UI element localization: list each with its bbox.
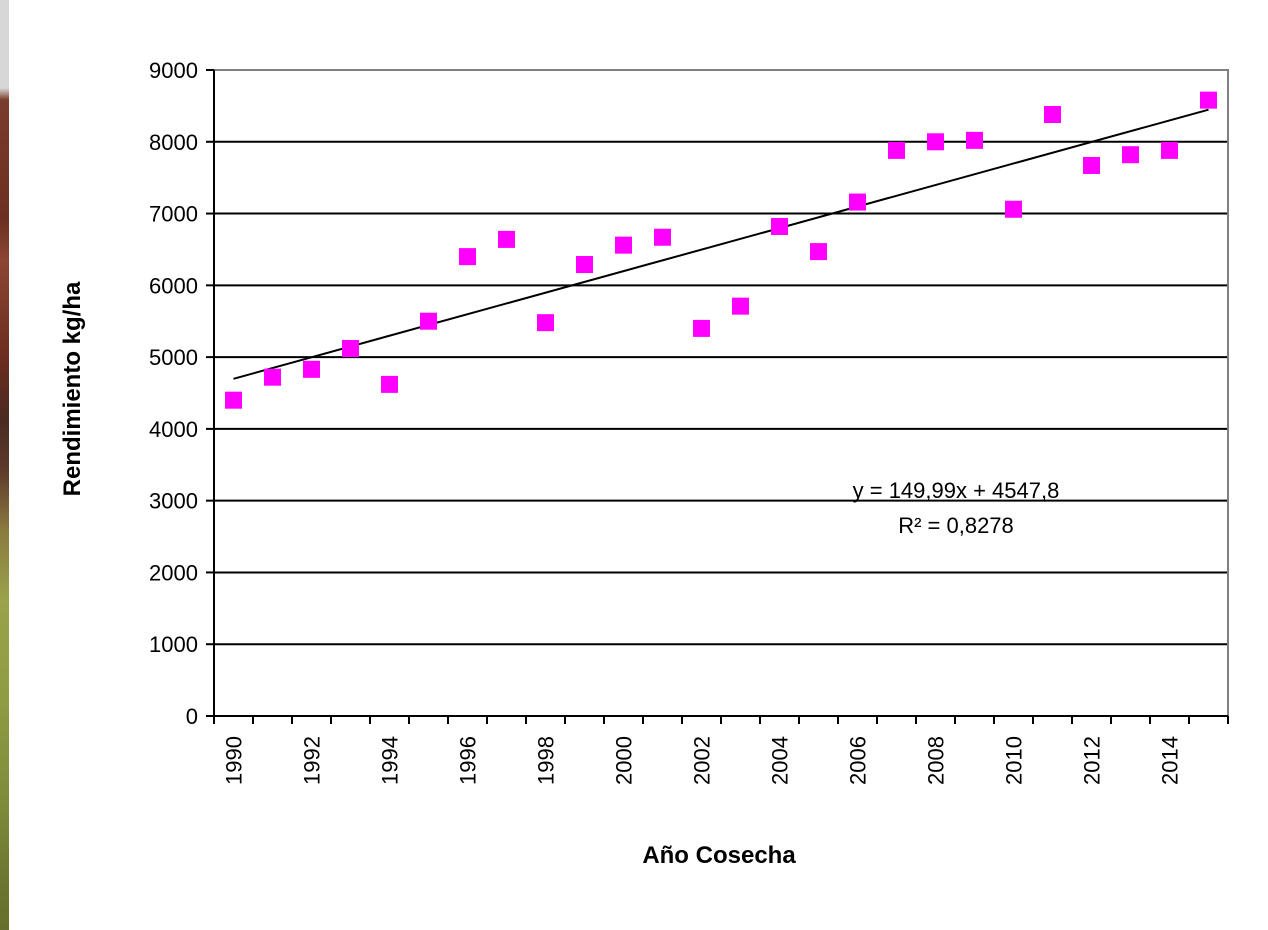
y-tick-label: 9000: [149, 58, 198, 83]
trendline-r-squared: R² = 0,8278: [898, 513, 1014, 538]
plot-area-frame: [213, 69, 1229, 717]
data-point: [1122, 146, 1139, 164]
axes: [206, 69, 1229, 724]
gridlines: [214, 140, 1228, 646]
x-tick-label: 1992: [300, 736, 325, 785]
y-tick-label: 6000: [149, 273, 198, 298]
data-point: [849, 193, 866, 211]
x-tick-label: 2008: [924, 736, 949, 785]
data-point: [264, 368, 281, 386]
y-axis-title: Rendimiento kg/ha: [59, 281, 86, 496]
data-point: [381, 375, 398, 393]
data-point: [537, 314, 554, 332]
y-tick-label: 0: [186, 704, 198, 729]
y-tick-label: 3000: [149, 489, 198, 514]
data-point: [888, 141, 905, 159]
x-tick-label: 2002: [690, 736, 715, 785]
y-tick-label: 2000: [149, 560, 198, 585]
x-tick-label: 2014: [1158, 736, 1183, 785]
y-tick-label: 4000: [149, 417, 198, 442]
linear-trendline: [233, 108, 1209, 380]
data-point: [303, 360, 320, 378]
x-tick-label: 1998: [534, 736, 559, 785]
x-tick-label: 1996: [456, 736, 481, 785]
x-tick-label: 2010: [1002, 736, 1027, 785]
data-point: [420, 312, 437, 330]
x-tick-label: 2006: [846, 736, 871, 785]
data-point: [966, 131, 983, 149]
x-tick-labels: 1990 1992 1994 1996 1998 2000 2002 2004 2006 2008…: [222, 736, 1183, 785]
x-tick-label: 2012: [1080, 736, 1105, 785]
data-point: [1005, 200, 1022, 218]
data-point: [732, 297, 749, 315]
data-points: [225, 91, 1217, 409]
y-tick-label: 7000: [149, 202, 198, 227]
data-point: [1083, 156, 1100, 174]
data-point: [1161, 141, 1178, 159]
trendline-equation: y = 149,99x + 4547,8: [853, 478, 1060, 503]
data-point: [1200, 91, 1217, 109]
x-tick-label: 2004: [768, 736, 793, 785]
data-point: [810, 243, 827, 261]
data-point: [498, 230, 515, 248]
x-tick-label: 1994: [378, 736, 403, 785]
y-tick-label: 1000: [149, 632, 198, 657]
data-point: [225, 391, 242, 409]
y-tick-label: 8000: [149, 130, 198, 155]
data-point: [576, 256, 593, 274]
data-point: [1044, 106, 1061, 124]
data-point: [654, 228, 671, 246]
y-tick-labels: 0 1000 2000 3000 4000 5000 6000 7000 8000 9000: [149, 58, 198, 729]
y-tick-label: 5000: [149, 345, 198, 370]
data-point: [342, 339, 359, 357]
data-point: [615, 236, 632, 254]
data-point: [459, 248, 476, 266]
x-axis-title: Año Cosecha: [642, 842, 796, 869]
x-tick-label: 2000: [612, 736, 637, 785]
left-edge-image-strip: [0, 0, 9, 930]
data-point: [927, 133, 944, 151]
data-point: [771, 217, 788, 235]
data-point: [693, 319, 710, 337]
x-tick-label: 1990: [222, 736, 247, 785]
